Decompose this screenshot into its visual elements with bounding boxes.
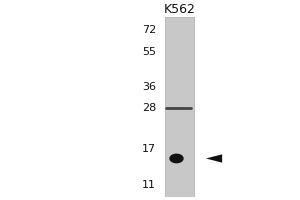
Text: 36: 36 [142, 82, 156, 92]
Text: 72: 72 [142, 25, 156, 35]
Text: 55: 55 [142, 47, 156, 57]
Text: 28: 28 [142, 103, 156, 113]
Text: K562: K562 [164, 3, 195, 16]
Bar [165, 17, 194, 197]
Text: 17: 17 [142, 144, 156, 154]
Polygon shape [206, 154, 222, 163]
Text: 11: 11 [142, 180, 156, 190]
Circle shape [170, 154, 183, 163]
